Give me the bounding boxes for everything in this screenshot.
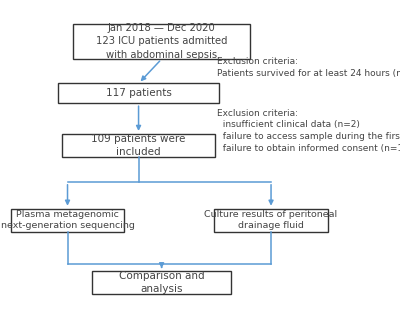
- FancyBboxPatch shape: [92, 271, 231, 294]
- Text: Plasma metagenomic
next-generation sequencing: Plasma metagenomic next-generation seque…: [0, 210, 134, 231]
- FancyBboxPatch shape: [62, 134, 215, 157]
- FancyBboxPatch shape: [214, 209, 328, 232]
- FancyBboxPatch shape: [73, 24, 250, 59]
- Text: 117 patients: 117 patients: [106, 88, 172, 98]
- FancyBboxPatch shape: [11, 209, 124, 232]
- Text: Culture results of peritoneal
drainage fluid: Culture results of peritoneal drainage f…: [204, 210, 338, 231]
- Text: Exclusion criteria:
Patients survived for at least 24 hours (n=6): Exclusion criteria: Patients survived fo…: [217, 57, 400, 78]
- Text: Comparison and
analysis: Comparison and analysis: [119, 271, 204, 294]
- Text: 109 patients were
included: 109 patients were included: [91, 134, 186, 157]
- FancyBboxPatch shape: [58, 83, 219, 103]
- Text: Exclusion criteria:
  insufficient clinical data (n=2)
  failure to access sampl: Exclusion criteria: insufficient clinica…: [217, 109, 400, 153]
- Text: Jan 2018 — Dec 2020
123 ICU patients admitted
with abdominal sepsis: Jan 2018 — Dec 2020 123 ICU patients adm…: [96, 23, 227, 60]
